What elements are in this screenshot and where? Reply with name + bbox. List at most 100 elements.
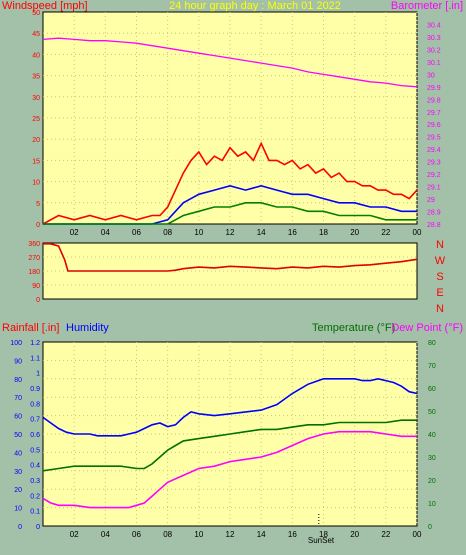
humidity-tick-label: 10	[14, 506, 22, 513]
rain-tick-label: 1.1	[30, 355, 40, 362]
temperature-tick-label: 70	[428, 363, 436, 370]
temperature-tick-label: 40	[428, 432, 436, 439]
humidity-tick-label: 100	[10, 340, 22, 347]
rain-tick-label: 0.6	[30, 432, 40, 439]
bottom-x-ticks: 02 04 06 08 10 12 14 16 18 20 22 00	[70, 530, 422, 539]
wind-axis-ticks: 0 5 10 15 20 25 30 35 40 45 50	[32, 10, 40, 229]
direction-tick-label: 180	[28, 269, 40, 276]
wind-tick-label: 20	[32, 137, 40, 144]
series-average	[43, 184, 417, 225]
x-tick-label: 16	[288, 530, 297, 539]
wind-tick-label: 35	[32, 74, 40, 81]
compass-letter: N	[436, 239, 444, 251]
rain-axis-ticks: 0 0.1 0.2 0.3 0.4 0.5 0.6 0.7 0.8 0.9 1 1.1 1.2	[30, 340, 40, 531]
temperature-tick-label: 60	[428, 386, 436, 393]
rain-tick-label: 0.4	[30, 463, 40, 470]
barometer-tick-label: 29.6	[427, 122, 441, 129]
rain-tick-label: 0.3	[30, 478, 40, 485]
dewpoint-axis-label: Dew Point (°F)	[391, 322, 463, 334]
rain-tick-label: 0.9	[30, 386, 40, 393]
barometer-tick-label: 29.3	[427, 160, 441, 167]
temperature-axis-ticks: 0 10 20 30 40 50 60 70 80	[428, 340, 436, 531]
series-humidity	[42, 377, 418, 437]
x-tick-label: 20	[350, 228, 359, 237]
x-tick-label: 14	[257, 530, 266, 539]
top-grid	[43, 12, 418, 224]
compass-letter: E	[436, 287, 443, 299]
sunset-label: SunSet	[308, 536, 335, 545]
temperature-tick-label: 30	[428, 455, 436, 462]
barometer-tick-label: 29.7	[427, 110, 441, 117]
x-tick-label: 16	[288, 228, 297, 237]
humidity-tick-label: 0	[18, 524, 22, 531]
temperature-tick-label: 80	[428, 340, 436, 347]
direction-tick-label: 360	[28, 241, 40, 248]
x-tick-label: 14	[257, 228, 266, 237]
direction-tick-label: 90	[32, 283, 40, 290]
rain-tick-label: 0.5	[30, 447, 40, 454]
barometer-tick-label: 30.4	[427, 22, 441, 29]
wind-tick-label: 5	[36, 201, 40, 208]
barometer-tick-label: 28.9	[427, 210, 441, 217]
series-lull	[43, 202, 417, 225]
x-tick-label: 12	[226, 530, 235, 539]
x-tick-label: 12	[226, 228, 235, 237]
rain-tick-label: 0.7	[30, 417, 40, 424]
top-series	[42, 37, 418, 225]
temperature-tick-label: 20	[428, 478, 436, 485]
x-tick-label: 20	[350, 530, 359, 539]
barometer-axis-label: Barometer [.in]	[391, 0, 463, 12]
barometer-tick-label: 30	[427, 72, 435, 79]
x-tick-label: 04	[101, 228, 110, 237]
humidity-tick-label: 80	[14, 377, 22, 384]
barometer-tick-label: 29.9	[427, 85, 441, 92]
humidity-tick-label: 70	[14, 395, 22, 402]
rainfall-axis-label: Rainfall [.in]	[2, 322, 59, 334]
top-x-ticks: 02 04 06 08 10 12 14 16 18 20 22 00	[70, 228, 422, 237]
barometer-tick-label: 29.4	[427, 147, 441, 154]
wind-tick-label: 25	[32, 116, 40, 123]
series-barometer	[42, 37, 418, 88]
compass-letter: S	[436, 271, 443, 283]
temperature-tick-label: 0	[428, 524, 432, 531]
x-tick-label: 06	[132, 530, 141, 539]
x-tick-label: 10	[194, 228, 203, 237]
x-tick-label: 02	[70, 530, 79, 539]
barometer-tick-label: 30.3	[427, 35, 441, 42]
temperature-tick-label: 50	[428, 409, 436, 416]
x-tick-label: 08	[163, 228, 172, 237]
direction-axis-ticks: 0 90 180 270 360	[28, 241, 40, 304]
x-tick-label: 18	[319, 228, 328, 237]
barometer-tick-label: 29.8	[427, 97, 441, 104]
x-tick-label: 18	[319, 530, 328, 539]
humidity-tick-label: 90	[14, 358, 22, 365]
x-tick-label: 10	[194, 530, 203, 539]
temperature-axis-label: Temperature (°F)	[312, 322, 395, 334]
humidity-tick-label: 30	[14, 469, 22, 476]
rain-tick-label: 0.8	[30, 401, 40, 408]
series-gust	[42, 141, 418, 225]
x-tick-label: 04	[101, 530, 110, 539]
x-tick-label: 02	[70, 228, 79, 237]
x-tick-label: 00	[413, 228, 422, 237]
rain-tick-label: 1.2	[30, 340, 40, 347]
humidity-tick-label: 40	[14, 450, 22, 457]
humidity-tick-label: 20	[14, 487, 22, 494]
temperature-tick-label: 10	[428, 501, 436, 508]
wind-tick-label: 50	[32, 10, 40, 17]
barometer-tick-label: 29	[427, 197, 435, 204]
humidity-axis-ticks: 0 10 20 30 40 50 60 70 80 90 100	[10, 340, 22, 531]
barometer-tick-label: 30.2	[427, 47, 441, 54]
direction-tick-label: 270	[28, 255, 40, 262]
rain-tick-label: 0.1	[30, 509, 40, 516]
barometer-axis-ticks: 28.8 28.9 29 29.1 29.2 29.3 29.4 29.5 29.6 29.7 29…	[427, 22, 441, 229]
barometer-tick-label: 29.5	[427, 135, 441, 142]
series-wind-direction	[43, 243, 418, 272]
wind-axis-label: Windspeed [mph]	[2, 0, 88, 12]
compass-letter: W	[435, 255, 446, 267]
x-tick-label: 22	[381, 228, 390, 237]
wind-tick-label: 45	[32, 31, 40, 38]
bottom-series	[42, 377, 418, 509]
